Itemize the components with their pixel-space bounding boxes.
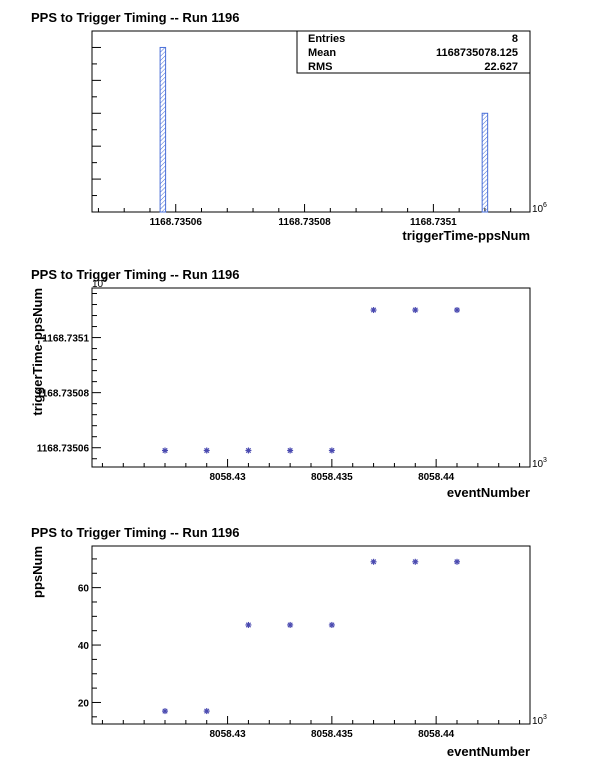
- marker-stroke: [287, 622, 293, 628]
- marker-stroke: [370, 307, 377, 313]
- ppsnum-scatter-points: [162, 558, 460, 715]
- timing-scatter-y-ticks: 1168.73506 1168.73508 1168.7351: [37, 293, 101, 460]
- stats-box-frame: [296, 30, 531, 74]
- stats-rms-value: 22.627: [484, 61, 518, 73]
- marker-stroke: [162, 708, 168, 714]
- marker-stroke: [204, 447, 210, 454]
- data-point: [162, 447, 168, 454]
- histogram-x-multiplier-exponent: 6: [543, 202, 547, 209]
- y-tick-label: 1168.7351: [42, 334, 89, 345]
- timing-scatter-y-multiplier: 10: [92, 279, 104, 290]
- y-tick-label: 40: [78, 641, 90, 652]
- data-point: [203, 708, 210, 715]
- timing-scatter-x-multiplier-exponent: 3: [543, 457, 547, 464]
- ppsnum-scatter-y-axis-title: ppsNum: [30, 546, 45, 598]
- histogram-x-multiplier: 10: [532, 204, 544, 215]
- data-point: [412, 307, 419, 314]
- timing-scatter-title: PPS to Trigger Timing -- Run 1196: [31, 267, 240, 282]
- data-point: [287, 621, 294, 628]
- ppsnum-scatter-x-axis-title: eventNumber: [447, 744, 530, 759]
- ppsnum-scatter-panel: PPS to Trigger Timing -- Run 1196 20 40 60…: [30, 525, 547, 759]
- x-tick-label: 8058.43: [209, 729, 246, 740]
- histogram-bar: [159, 46, 167, 213]
- x-tick-label: 8058.44: [418, 472, 455, 483]
- y-tick-label: 60: [78, 584, 90, 595]
- ppsnum-scatter-y-ticks: 20 40 60: [78, 558, 101, 718]
- timing-scatter-x-ticks: 8058.43 8058.435 8058.44: [101, 459, 521, 483]
- data-point: [328, 621, 335, 628]
- x-tick-label: 8058.435: [311, 472, 353, 483]
- data-point: [245, 447, 252, 454]
- data-point: [162, 708, 168, 715]
- histogram-title: PPS to Trigger Timing -- Run 1196: [31, 10, 240, 25]
- ppsnum-scatter-x-ticks: 8058.43 8058.435 8058.44: [101, 716, 521, 740]
- stats-entries-label: Entries: [308, 33, 345, 45]
- x-tick-label: 8058.435: [311, 729, 353, 740]
- stats-entries-value: 8: [512, 33, 518, 45]
- marker-stroke: [245, 447, 252, 454]
- marker-stroke: [370, 559, 377, 565]
- histogram-x-axis-title: triggerTime-ppsNum: [402, 228, 530, 243]
- data-point: [454, 558, 460, 565]
- marker-stroke: [162, 447, 168, 454]
- timing-scatter-x-axis-title: eventNumber: [447, 485, 530, 500]
- ppsnum-scatter-x-multiplier-exponent: 3: [543, 714, 547, 721]
- marker-stroke: [287, 447, 293, 454]
- marker-stroke: [204, 708, 210, 714]
- marker-stroke: [245, 622, 252, 628]
- timing-scatter-y-axis-title: triggerTime-ppsNum: [30, 288, 45, 416]
- stats-mean-value: 1168735078.125: [436, 47, 518, 59]
- data-point: [203, 447, 210, 454]
- timing-scatter-y-multiplier-exponent: 6: [103, 277, 107, 284]
- timing-scatter-points: [162, 307, 460, 454]
- y-tick-label: 1168.73506: [37, 444, 90, 455]
- marker-stroke: [329, 447, 335, 454]
- histogram-y-ticks: [92, 30, 101, 213]
- x-tick-label: 8058.44: [418, 729, 455, 740]
- data-point: [287, 447, 294, 454]
- histogram-bars: [159, 46, 489, 213]
- x-tick-label: 1168.73508: [278, 217, 331, 228]
- histogram-bar: [481, 112, 489, 213]
- x-tick-label: 8058.43: [209, 472, 246, 483]
- marker-stroke: [454, 307, 460, 313]
- marker-stroke: [412, 307, 418, 313]
- ppsnum-scatter-title: PPS to Trigger Timing -- Run 1196: [31, 525, 240, 540]
- y-tick-label: 20: [78, 698, 90, 709]
- data-point: [412, 558, 419, 565]
- data-point: [370, 558, 377, 565]
- data-point: [370, 307, 377, 314]
- timing-scatter-frame: [91, 287, 531, 468]
- marker-stroke: [412, 559, 418, 565]
- x-tick-label: 1168.7351: [410, 217, 457, 228]
- stats-mean-label: Mean: [308, 47, 336, 59]
- stats-box: Entries 8 Mean 1168735078.125 RMS 22.627: [296, 30, 531, 74]
- data-point: [328, 447, 335, 454]
- data-point: [454, 307, 460, 314]
- marker-stroke: [329, 622, 335, 628]
- y-tick-label: 1168.73508: [37, 389, 90, 400]
- timing-scatter-x-multiplier: 10: [532, 459, 544, 470]
- x-tick-label: 1168.73506: [150, 217, 203, 228]
- marker-stroke: [454, 559, 460, 565]
- data-point: [245, 621, 252, 628]
- ppsnum-scatter-frame: [91, 545, 531, 725]
- timing-scatter-panel: PPS to Trigger Timing -- Run 1196 1168.7…: [30, 267, 547, 500]
- histogram-panel: PPS to Trigger Timing -- Run 1196 1168.7…: [31, 10, 547, 243]
- stats-rms-label: RMS: [308, 61, 332, 73]
- ppsnum-scatter-x-multiplier: 10: [532, 716, 544, 727]
- histogram-x-ticks: 1168.73506 1168.73508 1168.7351: [97, 204, 512, 228]
